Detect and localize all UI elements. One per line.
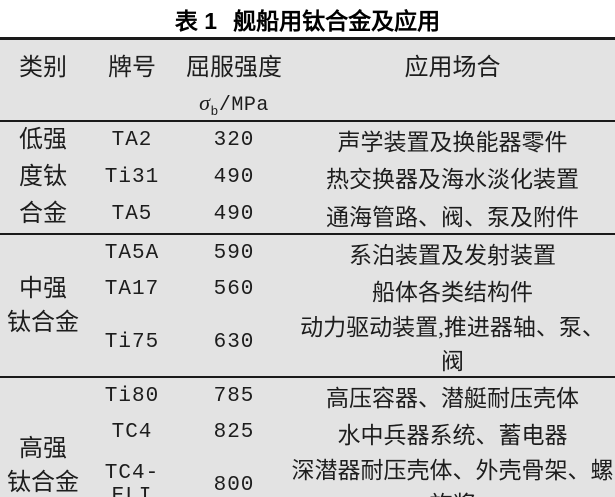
category-cell-high-strength: 高强 钛合金	[7, 436, 79, 497]
header-yield-strength-title: 屈服强度	[186, 55, 282, 81]
header-yield-strength: 屈服强度 σb/MPa	[178, 39, 290, 122]
strength-cell: 825	[213, 421, 255, 444]
application-cell: 通海管路、阀、泵及附件	[326, 204, 579, 230]
strength-cell: 490	[213, 203, 255, 227]
table-row: Ti31 490 热交换器及海水淡化装置	[0, 159, 615, 197]
table-caption: 表 1 舰船用钛合金及应用	[0, 0, 615, 37]
table-row: Ti75 630 动力驱动装置,推进器轴、泵、阀	[0, 308, 615, 377]
application-cell: 动力驱动装置,推进器轴、泵、阀	[300, 315, 605, 374]
category-cell-low-strength: 低强 度钛 合金	[19, 127, 67, 227]
table-row: 低强 度钛 合金 TA2 320 声学装置及换能器零件	[0, 121, 615, 227]
table-row: TA17 560 船体各类结构件	[0, 271, 615, 308]
grade-cell: TA17	[104, 278, 160, 301]
strength-cell: 800	[213, 473, 255, 497]
table-row: 高强 钛合金 Ti80 785 高压容器、潜艇耐压壳体	[0, 377, 615, 497]
header-category: 类别	[19, 55, 67, 81]
table-caption-title: 舰船用钛合金及应用	[233, 7, 441, 34]
application-cell: 高压容器、潜艇耐压壳体	[326, 386, 579, 411]
header-application: 应用场合	[404, 55, 501, 81]
strength-cell: 590	[213, 241, 255, 265]
grade-cell: TC4	[111, 421, 153, 444]
table-row: 中强 钛合金 TA5A 590 系泊装置及发射装置	[0, 234, 615, 336]
unit-text: /MPa	[218, 94, 269, 117]
section-high-strength: 高强 钛合金 Ti80 785 高压容器、潜艇耐压壳体 TC4 825 水中兵器…	[0, 377, 615, 497]
sigma-symbol: σ	[199, 90, 211, 115]
grade-cell: Ti31	[104, 165, 160, 189]
table-row: TA5 490 通海管路、阀、泵及附件	[0, 196, 615, 234]
table-row: TC4 825 水中兵器系统、蓄电器	[0, 414, 615, 451]
application-cell: 水中兵器系统、蓄电器	[337, 422, 568, 448]
sigma-subscript: b	[210, 104, 219, 119]
table-row: TC4-ELI 800 深潜器耐压壳体、外壳骨架、螺旋桨	[0, 451, 615, 497]
header-yield-strength-unit: σb/MPa	[179, 90, 289, 119]
grade-cell: TA2	[111, 128, 153, 152]
strength-cell: 560	[213, 278, 255, 301]
grade-cell: TA5A	[104, 241, 160, 265]
grade-cell: TA5	[111, 203, 153, 227]
application-cell: 系泊装置及发射装置	[349, 243, 556, 268]
category-cell-medium-strength: 中强 钛合金	[7, 275, 79, 336]
strength-cell: 785	[213, 384, 255, 408]
header-grade: 牌号	[108, 55, 156, 81]
strength-cell: 320	[213, 128, 255, 152]
table-caption-number: 表 1	[174, 7, 218, 34]
grade-cell: Ti75	[104, 330, 160, 354]
table-header: 类别 牌号 屈服强度 σb/MPa 应用场合	[0, 39, 615, 122]
strength-cell: 490	[213, 165, 255, 189]
application-cell: 热交换器及海水淡化装置	[326, 167, 579, 193]
application-cell: 船体各类结构件	[372, 279, 533, 305]
application-cell: 深潜器耐压壳体、外壳骨架、螺旋桨	[291, 458, 614, 497]
section-medium-strength: 中强 钛合金 TA5A 590 系泊装置及发射装置 TA17 560 船体各类结…	[0, 234, 615, 377]
titanium-alloy-table: 类别 牌号 屈服强度 σb/MPa 应用场合 低强 度钛 合金 TA2 320 …	[0, 37, 615, 497]
application-cell: 声学装置及换能器零件	[337, 130, 568, 156]
grade-cell: Ti80	[104, 384, 160, 408]
grade-cell: TC4-ELI	[104, 462, 160, 497]
strength-cell: 630	[213, 330, 255, 354]
section-low-strength: 低强 度钛 合金 TA2 320 声学装置及换能器零件 Ti31 490 热交换…	[0, 121, 615, 234]
